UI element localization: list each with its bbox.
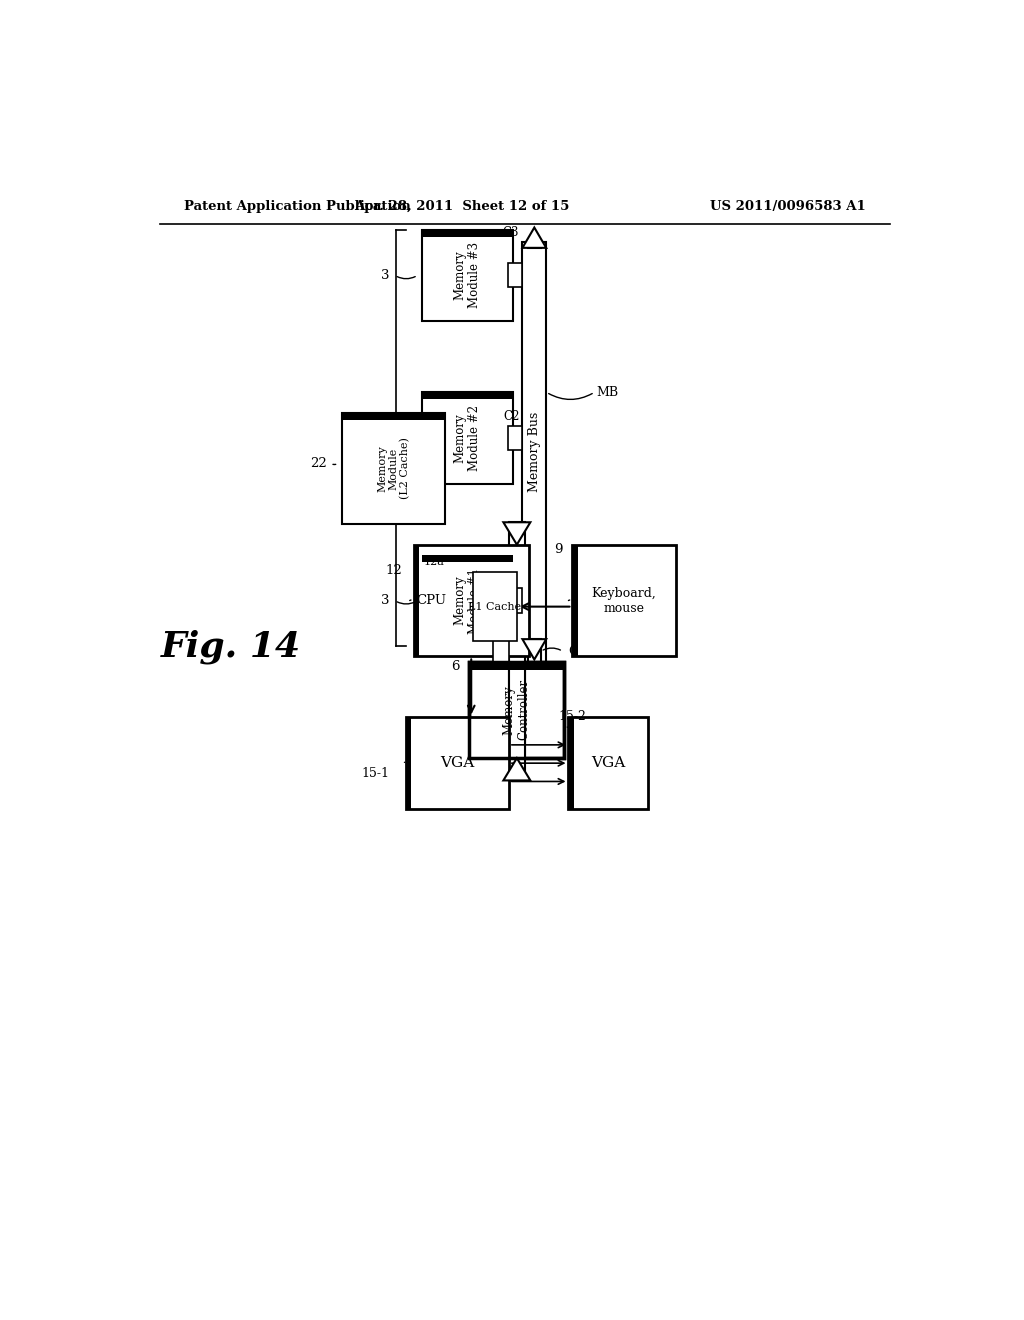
- Text: 15-2: 15-2: [558, 710, 586, 722]
- Polygon shape: [522, 227, 546, 248]
- Bar: [342, 413, 445, 524]
- Text: CPU: CPU: [416, 594, 446, 607]
- Polygon shape: [522, 639, 546, 660]
- Polygon shape: [504, 523, 530, 545]
- Text: VGA: VGA: [440, 756, 474, 770]
- Text: MB: MB: [596, 385, 618, 399]
- Text: 22: 22: [310, 457, 327, 470]
- Bar: [469, 661, 564, 669]
- Text: 3: 3: [381, 432, 390, 445]
- Bar: [414, 545, 419, 656]
- Text: 9: 9: [554, 544, 563, 556]
- Text: C1: C1: [504, 573, 520, 585]
- Text: US 2011/0096583 A1: US 2011/0096583 A1: [711, 199, 866, 213]
- Text: Memory Bus: Memory Bus: [527, 412, 541, 492]
- Text: Patent Application Publication: Patent Application Publication: [183, 199, 411, 213]
- Bar: [508, 426, 522, 450]
- Bar: [469, 661, 564, 758]
- Text: 12a: 12a: [423, 557, 444, 566]
- Text: Apr. 28, 2011  Sheet 12 of 15: Apr. 28, 2011 Sheet 12 of 15: [353, 199, 569, 213]
- Text: Memory
Module #3: Memory Module #3: [454, 243, 481, 309]
- Text: Fig. 14: Fig. 14: [161, 630, 301, 664]
- Bar: [572, 545, 676, 656]
- Bar: [528, 639, 541, 661]
- Text: Memory
Module #1: Memory Module #1: [454, 568, 481, 634]
- Bar: [509, 523, 524, 758]
- Bar: [509, 545, 524, 780]
- Bar: [406, 718, 509, 809]
- Bar: [422, 230, 513, 236]
- Text: 3: 3: [381, 269, 390, 281]
- Text: Memory
Module #2: Memory Module #2: [454, 405, 481, 471]
- Text: 12: 12: [385, 564, 401, 577]
- Polygon shape: [504, 758, 530, 780]
- Bar: [422, 392, 513, 483]
- Bar: [528, 242, 541, 248]
- Text: C10: C10: [467, 620, 490, 634]
- Bar: [414, 545, 528, 656]
- Text: C2: C2: [504, 409, 520, 422]
- Text: Memory
Controller: Memory Controller: [503, 680, 530, 741]
- Bar: [568, 718, 574, 809]
- Bar: [406, 718, 412, 809]
- Text: VGA: VGA: [591, 756, 626, 770]
- Bar: [342, 412, 445, 420]
- Bar: [422, 230, 513, 321]
- Bar: [422, 554, 513, 647]
- Bar: [522, 242, 546, 661]
- Text: 15-1: 15-1: [361, 767, 390, 780]
- Bar: [422, 554, 513, 562]
- Text: 30: 30: [366, 432, 382, 445]
- Bar: [422, 392, 513, 399]
- Text: L1 Cache: L1 Cache: [468, 602, 521, 611]
- Text: Keyboard,
mouse: Keyboard, mouse: [592, 586, 656, 615]
- Bar: [494, 639, 509, 664]
- Bar: [508, 589, 522, 612]
- Bar: [572, 545, 578, 656]
- Bar: [568, 718, 648, 809]
- Bar: [473, 572, 517, 642]
- Text: C3: C3: [502, 226, 518, 239]
- Text: CB: CB: [568, 645, 589, 657]
- Bar: [469, 661, 564, 758]
- Text: Memory
Module
(L2 Cache): Memory Module (L2 Cache): [377, 437, 411, 499]
- Text: 6: 6: [452, 660, 460, 673]
- Text: 3: 3: [381, 594, 390, 607]
- Bar: [508, 263, 522, 288]
